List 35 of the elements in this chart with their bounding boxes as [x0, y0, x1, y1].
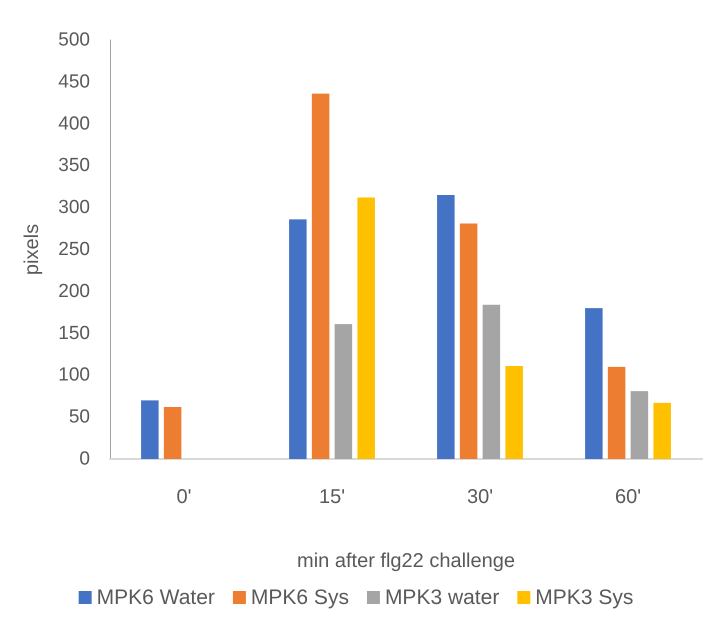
- x-tick-label: 0': [176, 486, 192, 508]
- y-tick-label: 150: [58, 322, 90, 344]
- y-tick-label: 500: [58, 30, 90, 50]
- y-tick-label: 200: [58, 280, 90, 302]
- legend-label: MPK3 Sys: [535, 586, 634, 609]
- y-tick-label: 450: [58, 71, 90, 92]
- y-tick-label: 100: [58, 364, 90, 386]
- bar: [312, 94, 330, 459]
- bar: [334, 324, 352, 459]
- bar: [608, 366, 626, 459]
- bar: [141, 400, 159, 459]
- y-tick-label: 350: [58, 155, 90, 176]
- y-tick-label: 50: [68, 406, 90, 428]
- bar: [164, 407, 182, 459]
- bar: [289, 219, 307, 459]
- bar: [460, 224, 478, 459]
- bar: [482, 304, 500, 459]
- x-axis-title: min after flg22 challenge: [297, 550, 515, 572]
- y-tick-label: 0: [79, 448, 90, 470]
- legend-label: MPK6 Water: [96, 586, 215, 609]
- bar: [630, 391, 648, 459]
- bar: [653, 402, 671, 459]
- legend-label: MPK6 Sys: [250, 586, 349, 609]
- bar: [437, 195, 455, 459]
- x-tick-label: 30': [466, 486, 494, 508]
- y-tick-label: 250: [58, 239, 90, 260]
- x-tick-label: 60': [614, 486, 642, 508]
- y-axis-title: pixels: [21, 224, 43, 276]
- bar: [585, 308, 603, 459]
- x-tick-label: 15': [318, 486, 346, 508]
- bar: [357, 198, 375, 459]
- y-tick-label: 300: [58, 197, 90, 218]
- y-tick-label: 400: [58, 113, 90, 134]
- bar: [505, 366, 523, 459]
- legend-label: MPK3 water: [384, 586, 500, 609]
